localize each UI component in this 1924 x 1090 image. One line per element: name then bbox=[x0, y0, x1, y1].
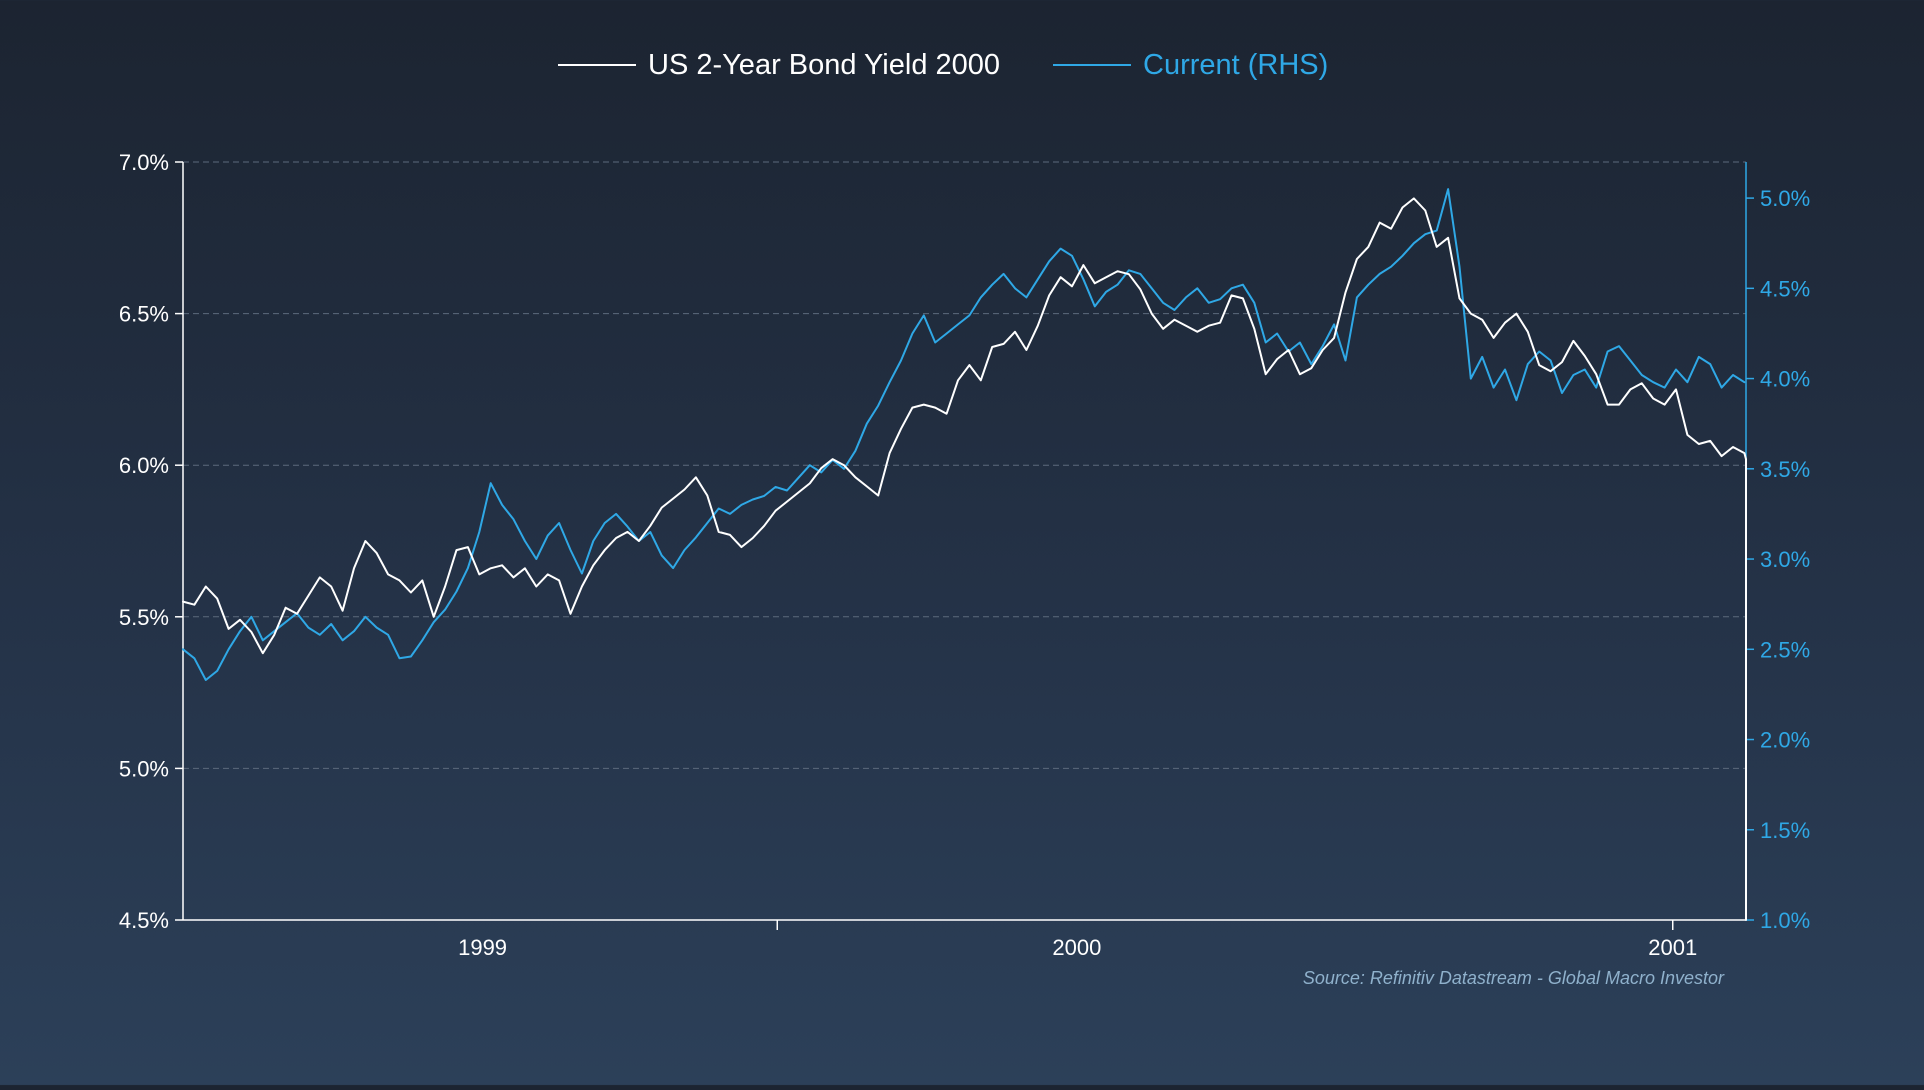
axes: 4.5% 5.0% 5.5% 6.0% 6.5% 7.0% 1.0% 1.5% 2.0% 2.5%… bbox=[119, 150, 1810, 960]
series-line-secondary bbox=[182, 188, 1746, 681]
y-left-tick-label: 6.0% bbox=[119, 453, 169, 478]
y-right-tick-label: 1.5% bbox=[1760, 818, 1810, 843]
y-right-tick-label: 2.5% bbox=[1760, 637, 1810, 662]
gridlines bbox=[183, 161, 1746, 769]
y-left-tick-label: 4.5% bbox=[119, 908, 169, 933]
legend-item-primary[interactable]: US 2-Year Bond Yield 2000 bbox=[558, 49, 1000, 81]
y-left-tick-label: 7.0% bbox=[119, 150, 169, 175]
y-right-tick-label: 1.0% bbox=[1760, 908, 1810, 933]
y-right-tick-label: 4.5% bbox=[1760, 276, 1810, 301]
y-left-tick-label: 5.0% bbox=[119, 756, 169, 781]
y-left-tick-label: 5.5% bbox=[119, 605, 169, 630]
y-right-tick-label: 3.0% bbox=[1760, 547, 1810, 572]
legend-label-secondary: Current (RHS) bbox=[1143, 49, 1328, 81]
y-right-tick-label: 4.0% bbox=[1760, 367, 1810, 392]
x-tick-label: 1999 bbox=[458, 935, 507, 960]
legend-item-secondary[interactable]: Current (RHS) bbox=[1053, 49, 1328, 81]
legend-label-primary: US 2-Year Bond Yield 2000 bbox=[648, 49, 1000, 81]
series-line-primary bbox=[182, 197, 1747, 921]
x-tick-label: 2000 bbox=[1052, 935, 1101, 960]
x-tick-label: 2001 bbox=[1648, 935, 1697, 960]
legend: US 2-Year Bond Yield 2000 Current (RHS) bbox=[558, 49, 1328, 81]
y-right-tick-label: 2.0% bbox=[1760, 728, 1810, 753]
series-lines bbox=[182, 188, 1747, 921]
y-left-tick-label: 6.5% bbox=[119, 302, 169, 327]
y-right-tick-label: 5.0% bbox=[1760, 186, 1810, 211]
y-right-tick-label: 3.5% bbox=[1760, 457, 1810, 482]
source-note: Source: Refinitiv Datastream - Global Ma… bbox=[1303, 968, 1725, 988]
